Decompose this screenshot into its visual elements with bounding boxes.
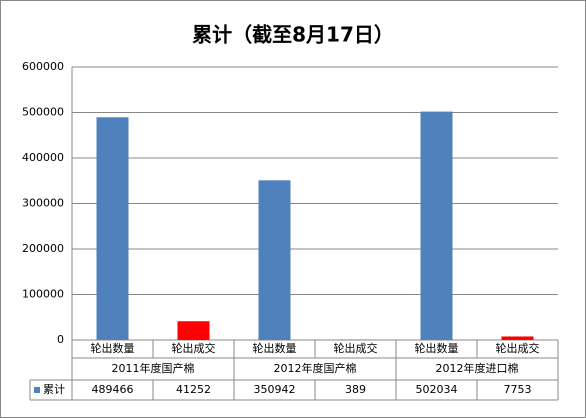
y-tick-label: 300000 [22, 197, 64, 210]
bar [96, 117, 129, 340]
table-value: 502034 [416, 383, 458, 396]
y-tick-label: 100000 [22, 288, 64, 301]
y-tick-label: 200000 [22, 242, 64, 255]
bar [420, 111, 453, 341]
bar [501, 336, 534, 340]
x-tick-label: 轮出数量 [91, 341, 135, 355]
bar [258, 180, 291, 340]
y-tick-label: 500000 [22, 106, 64, 119]
table-value: 41252 [176, 383, 211, 396]
table-value: 350942 [254, 383, 296, 396]
group-label: 2012年度国产棉 [274, 361, 357, 375]
x-tick-label: 轮出成交 [334, 341, 378, 355]
group-label: 2011年度国产棉 [112, 361, 195, 375]
group-label: 2012年度进口棉 [436, 361, 519, 375]
legend-label: 累计 [43, 383, 65, 396]
table-value: 489466 [92, 383, 134, 396]
x-tick-label: 轮出成交 [172, 341, 216, 355]
x-tick-label: 轮出成交 [496, 341, 540, 355]
x-tick-label: 轮出数量 [253, 341, 297, 355]
chart-title: 累计（截至8月17日） [192, 23, 394, 47]
table-value: 7753 [504, 383, 532, 396]
y-tick-label: 400000 [22, 151, 64, 164]
table-value: 389 [345, 383, 366, 396]
bar [177, 321, 210, 340]
x-tick-label: 轮出数量 [415, 341, 459, 355]
y-tick-label: 0 [57, 333, 64, 346]
legend-swatch [34, 387, 40, 393]
y-tick-label: 600000 [22, 60, 64, 73]
